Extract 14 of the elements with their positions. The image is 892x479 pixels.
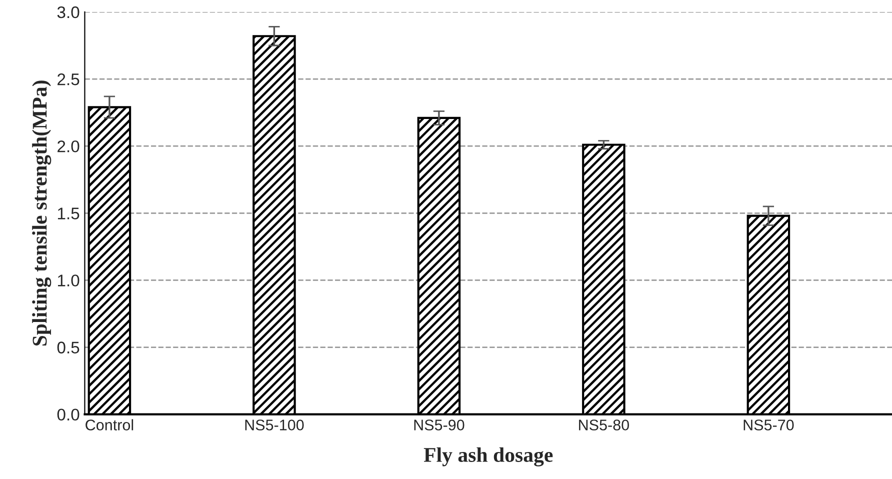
y-axis-title: Spliting tensile strength(MPa) — [32, 80, 52, 346]
y-tick-label: 0.5 — [57, 342, 80, 354]
x-tick-label: NS5-70 — [744, 420, 794, 430]
x-tick-label: NS5-80 — [579, 420, 629, 430]
y-tick-label: 3.0 — [57, 6, 80, 18]
y-tick-label: 2.0 — [58, 140, 80, 152]
x-tick-label: Control — [86, 419, 134, 430]
x-tick-label: NS5-90 — [414, 420, 464, 430]
x-axis-title: Fly ash dosage — [424, 447, 553, 466]
y-tick-label: 1.5 — [58, 208, 80, 220]
y-tick-label: 2.5 — [58, 73, 80, 86]
y-tick-label: 0.0 — [57, 408, 80, 421]
x-tick-label: NS5-100 — [245, 420, 304, 430]
y-tick-label: 1.0 — [58, 274, 80, 286]
